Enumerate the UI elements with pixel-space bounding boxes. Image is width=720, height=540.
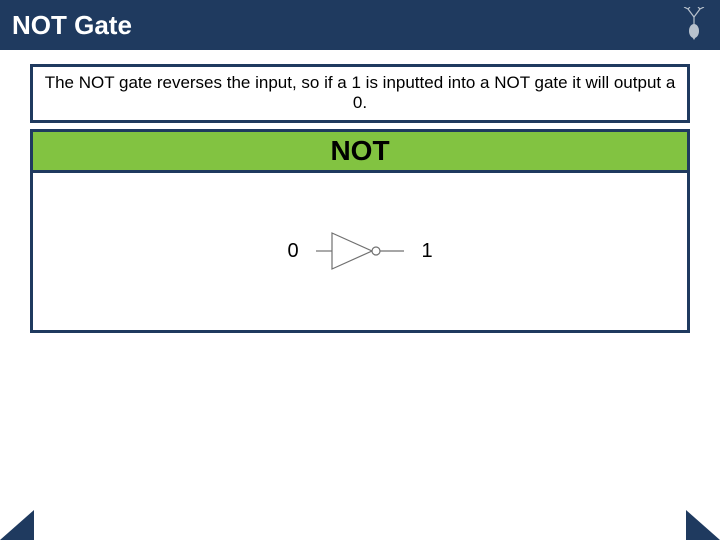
page-title: NOT Gate	[12, 10, 132, 41]
description-box: The NOT gate reverses the input, so if a…	[30, 64, 690, 123]
deer-logo-icon	[680, 7, 708, 43]
gate-input-label: 0	[284, 240, 302, 263]
gate-output-label: 1	[418, 240, 436, 263]
not-gate-icon	[316, 225, 404, 277]
header-bar: NOT Gate	[0, 0, 720, 50]
slide: NOT Gate The NOT gate reverses the input…	[0, 0, 720, 540]
description-text: The NOT gate reverses the input, so if a…	[45, 73, 676, 112]
gate-diagram-box: 0 1	[30, 173, 690, 333]
gate-row: 0 1	[284, 225, 436, 277]
gate-title-bar: NOT	[30, 129, 690, 173]
prev-arrow-icon[interactable]	[0, 510, 34, 540]
next-arrow-icon[interactable]	[686, 510, 720, 540]
gate-title: NOT	[330, 135, 389, 166]
